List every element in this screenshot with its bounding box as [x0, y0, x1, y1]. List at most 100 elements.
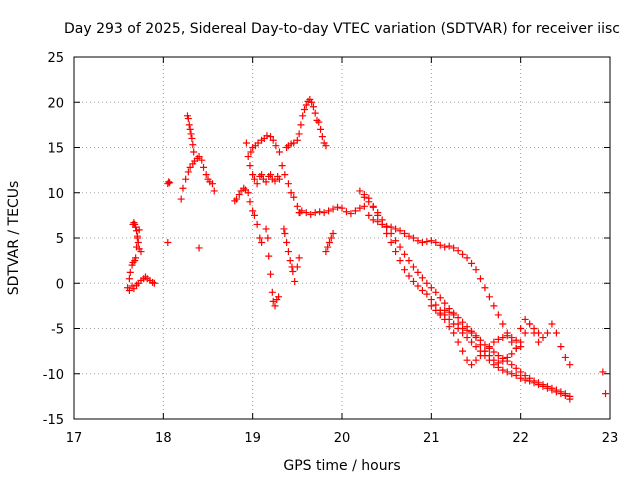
data-point	[472, 266, 480, 274]
data-point	[476, 341, 484, 349]
data-point	[490, 348, 498, 356]
series-arc-r	[427, 302, 574, 369]
data-point	[494, 311, 502, 319]
data-point	[463, 356, 471, 364]
data-point	[126, 268, 134, 276]
data-point	[481, 284, 489, 292]
data-point	[432, 288, 440, 296]
data-point	[299, 112, 307, 120]
series-arc-a	[124, 273, 158, 294]
data-point	[264, 234, 272, 242]
data-point	[315, 118, 323, 126]
data-point	[508, 350, 516, 358]
data-point	[517, 338, 525, 346]
data-point	[284, 180, 292, 188]
data-point	[242, 139, 250, 147]
data-point	[327, 234, 335, 242]
data-point	[322, 142, 330, 150]
data-point	[186, 163, 194, 171]
data-point	[190, 148, 198, 156]
series-arc-o	[295, 202, 525, 352]
series-arc-e	[164, 239, 203, 252]
data-point	[210, 187, 218, 195]
data-point	[378, 216, 386, 224]
data-point	[267, 171, 275, 179]
data-point	[472, 343, 480, 351]
data-point	[134, 239, 142, 247]
data-point	[125, 275, 133, 283]
data-point	[286, 257, 294, 265]
series-arc-i	[242, 139, 283, 188]
data-point	[517, 325, 525, 332]
data-point	[485, 293, 493, 301]
data-point	[302, 101, 310, 109]
data-point	[289, 267, 297, 275]
series-arc-s	[436, 306, 543, 367]
data-point	[401, 266, 409, 274]
data-point	[396, 257, 404, 265]
data-point	[557, 388, 565, 396]
data-point	[184, 115, 192, 123]
data-point	[258, 239, 266, 247]
data-point	[418, 239, 426, 247]
data-point	[317, 125, 325, 133]
data-point	[468, 361, 476, 369]
data-point	[521, 315, 529, 323]
y-tick-label: -15	[43, 413, 64, 428]
data-point	[318, 133, 326, 141]
data-point	[311, 109, 319, 117]
data-point	[490, 356, 498, 364]
y-tick-label: -10	[43, 368, 64, 383]
data-point	[356, 204, 364, 212]
data-point	[309, 103, 317, 111]
data-point	[454, 247, 462, 255]
data-point	[454, 320, 462, 328]
data-point	[133, 232, 141, 240]
data-point	[369, 216, 377, 224]
series-arc-h	[231, 184, 266, 247]
data-point	[396, 243, 404, 251]
data-point	[499, 320, 507, 328]
data-point	[508, 370, 516, 378]
data-point	[539, 334, 547, 342]
data-point	[445, 323, 453, 331]
data-point	[548, 384, 556, 392]
data-point	[512, 372, 520, 380]
data-point	[307, 210, 315, 218]
data-point	[360, 193, 368, 201]
data-point	[284, 248, 292, 256]
series-arc-j	[247, 132, 304, 217]
data-point	[235, 191, 243, 199]
data-point	[283, 144, 291, 151]
data-point	[338, 204, 346, 212]
data-point	[325, 207, 333, 215]
data-point	[494, 352, 502, 360]
data-point	[356, 187, 364, 195]
data-point	[427, 302, 435, 310]
data-point	[351, 207, 359, 215]
data-point	[521, 329, 529, 337]
grid-lines	[74, 57, 610, 419]
data-point	[445, 308, 453, 316]
data-point	[521, 372, 529, 380]
data-point	[200, 163, 208, 171]
data-point	[530, 377, 538, 385]
data-point	[387, 239, 395, 247]
data-point	[476, 275, 484, 283]
data-point	[423, 238, 431, 246]
data-point	[454, 314, 462, 322]
data-point	[329, 229, 337, 237]
data-point	[418, 274, 426, 282]
data-point	[250, 175, 258, 183]
data-point	[246, 162, 254, 170]
series-arc-g	[183, 112, 198, 156]
data-point	[278, 162, 286, 170]
data-point	[275, 148, 283, 156]
data-point	[133, 227, 141, 235]
x-tick-label: 23	[602, 431, 619, 446]
data-point	[347, 210, 355, 218]
data-point	[280, 225, 288, 233]
data-point	[441, 299, 449, 307]
series-arc-b	[125, 226, 145, 283]
data-point	[499, 366, 507, 374]
